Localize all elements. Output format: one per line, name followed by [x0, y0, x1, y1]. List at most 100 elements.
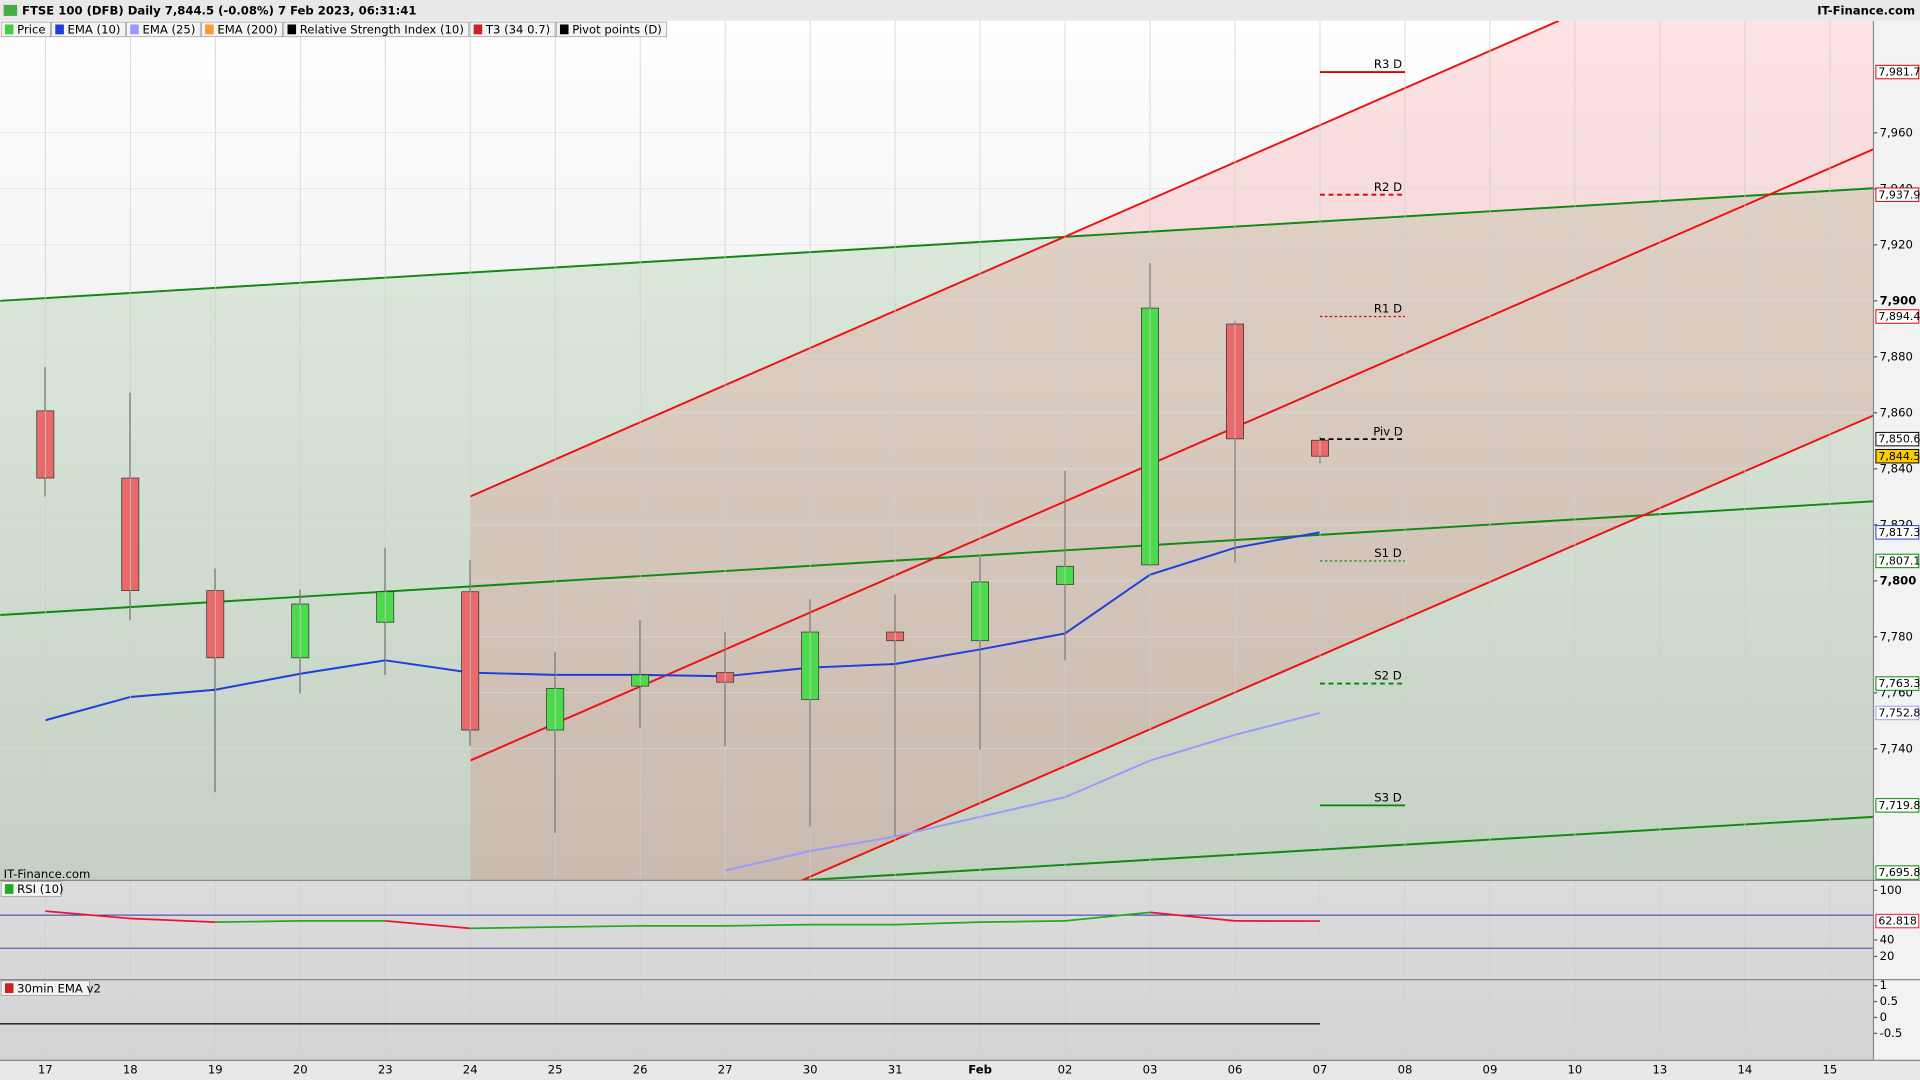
price-label: 7,937.9	[1878, 188, 1920, 201]
pivot-label: R1 D	[1374, 302, 1402, 316]
price-label: 7,695.8	[1878, 866, 1920, 879]
price-label: 7,981.7	[1878, 66, 1920, 79]
date-axis-background	[0, 1060, 1920, 1080]
x-tick-label: 31	[888, 1063, 903, 1077]
legend-swatch	[205, 24, 214, 35]
y-tick-label: 7,880	[1880, 349, 1913, 363]
x-tick-label: 02	[1058, 1063, 1073, 1077]
legend-swatch	[4, 24, 14, 35]
legend-swatch	[130, 24, 139, 35]
rsi-segment	[555, 925, 641, 928]
price-label: 7,807.1	[1878, 555, 1920, 568]
rsi-tick-label: 100	[1880, 883, 1902, 897]
price-label-box	[1875, 448, 1920, 464]
price-label-box	[1875, 187, 1920, 202]
y-tick-label: 7,800	[1880, 573, 1917, 587]
rsi-segment	[1064, 911, 1151, 922]
x-tick-label: 17	[38, 1063, 53, 1077]
legend-item	[469, 21, 556, 38]
x-tick-label: 24	[463, 1063, 478, 1077]
rsi-last-box	[1875, 913, 1920, 929]
price-label: 7,850.6	[1878, 433, 1920, 446]
rsi-tick-label: 40	[1880, 932, 1895, 946]
price-label-box	[1875, 705, 1920, 721]
legend-swatch	[287, 24, 297, 35]
rsi-tick-label: 20	[1880, 949, 1895, 963]
x-tick-label: 23	[378, 1063, 393, 1077]
x-tick-label: 03	[1143, 1063, 1158, 1077]
header-bar	[0, 0, 1920, 21]
x-tick-label: 06	[1228, 1063, 1243, 1077]
price-label: 7,719.8	[1878, 799, 1920, 812]
x-tick-label: 10	[1568, 1063, 1583, 1077]
legend-item	[0, 21, 51, 38]
x-tick-label: Feb	[968, 1063, 992, 1077]
x-tick-label: 26	[633, 1063, 648, 1077]
x-tick-label: 18	[123, 1063, 138, 1077]
price-label: 7,817.3	[1878, 526, 1920, 539]
rsi-segment	[385, 920, 471, 930]
price-label-box	[1875, 431, 1920, 447]
rsi-title-box	[0, 881, 62, 897]
rsi-segment	[1149, 911, 1236, 922]
y-tick-label: 7,900	[1880, 293, 1917, 307]
trend-line	[0, 187, 1874, 302]
ema30-tick-label: 0	[1880, 1010, 1887, 1024]
legend-label: EMA (10)	[68, 23, 121, 37]
rsi-segment	[45, 910, 131, 920]
y-tick-label: 7,860	[1880, 405, 1913, 419]
source: IT-Finance.com	[1817, 4, 1915, 18]
legend-swatch	[55, 24, 64, 35]
legend-swatch	[559, 24, 569, 35]
y-tick-label: 7,780	[1880, 629, 1913, 643]
rsi-title: RSI (10)	[17, 882, 63, 896]
title-icon	[3, 4, 18, 16]
y-tick-label: 7,920	[1880, 237, 1913, 251]
legend-item	[51, 21, 126, 38]
legend-label: T3 (34 0.7)	[485, 23, 550, 37]
x-tick-label: 13	[1653, 1063, 1668, 1077]
legend-item	[283, 21, 470, 38]
pivot-label: R2 D	[1374, 180, 1402, 194]
pivot-label: S3 D	[1374, 791, 1401, 805]
price-label-box	[1875, 553, 1920, 569]
watermark: IT-Finance.com	[4, 867, 91, 881]
plot-background	[0, 20, 1874, 1061]
ema30-icon	[4, 983, 14, 994]
legend-label: Price	[17, 23, 45, 37]
rsi-segment	[215, 920, 301, 924]
ema30-tick-label: 0.5	[1880, 994, 1899, 1008]
trend-line	[469, 148, 1874, 762]
pivot-label: S2 D	[1374, 669, 1401, 683]
x-tick-label: 25	[548, 1063, 563, 1077]
rsi-segment	[980, 920, 1066, 924]
x-tick-label: 09	[1483, 1063, 1498, 1077]
x-tick-label: 07	[1313, 1063, 1328, 1077]
price-label: 7,844.5	[1878, 450, 1920, 463]
legend-label: Relative Strength Index (10)	[300, 23, 464, 37]
legend-swatch	[473, 24, 483, 35]
ema-line	[45, 531, 1321, 722]
ema30-title: 30min EMA v2	[17, 981, 101, 995]
trend-line	[469, 20, 1560, 498]
legend-label: Pivot points (D)	[572, 23, 662, 37]
legend-item	[126, 21, 201, 38]
pivot-label: Piv D	[1373, 424, 1403, 438]
price-label-box	[1875, 798, 1920, 813]
x-tick-label: 14	[1737, 1063, 1752, 1077]
rsi-segment	[725, 923, 811, 927]
chart-title: FTSE 100 (DFB) Daily 7,844.5 (-0.08%) 7 …	[22, 4, 416, 18]
price-label: 7,752.8	[1878, 707, 1920, 720]
pivot-label: S1 D	[1374, 546, 1401, 560]
price-label: 7,763.3	[1878, 677, 1920, 690]
legend-label: EMA (25)	[142, 23, 195, 37]
ema30-tick-label: 1	[1880, 978, 1887, 992]
legend-item	[201, 21, 283, 38]
rsi-segment	[130, 917, 216, 924]
legend-item	[555, 21, 668, 38]
y-tick-label: 7,740	[1880, 741, 1913, 755]
x-tick-label: 08	[1398, 1063, 1413, 1077]
price-label-box	[1875, 309, 1920, 324]
